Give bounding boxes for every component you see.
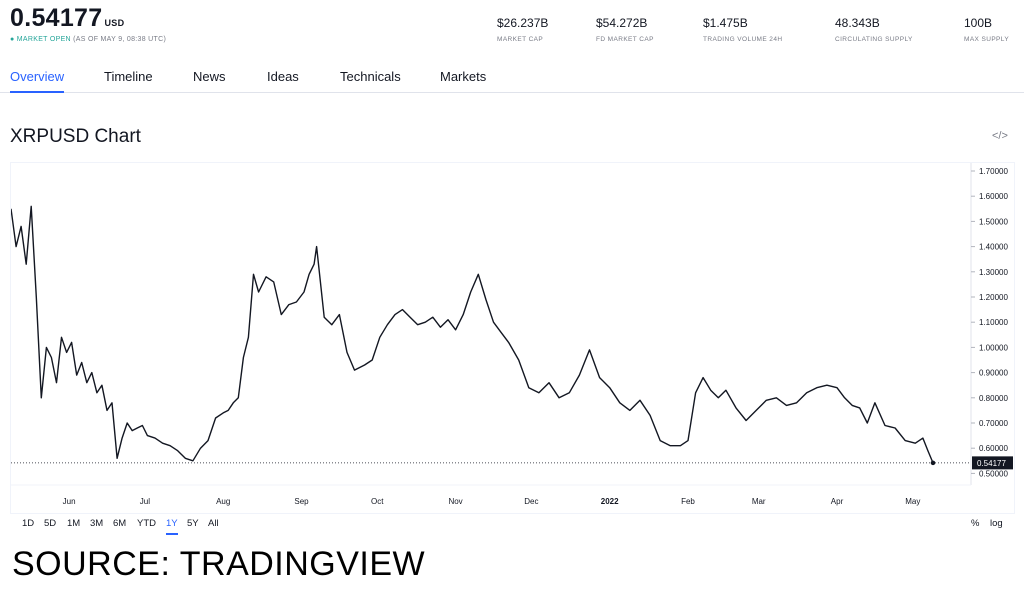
range-5y[interactable]: 5Y — [187, 518, 199, 529]
symbol-header: 0.54177 USD ● MARKET OPEN (AS OF MAY 9, 0… — [0, 0, 1024, 60]
stat-label: CIRCULATING SUPPLY — [835, 36, 913, 43]
market-status-label: MARKET OPEN — [16, 36, 71, 43]
stat-value: $54.272B — [596, 16, 648, 30]
stat-label: MARKET CAP — [497, 36, 544, 43]
x-tick-label: 2022 — [601, 497, 619, 506]
x-tick-label: Apr — [831, 497, 844, 506]
stat-value: $1.475B — [703, 16, 748, 30]
price-chart[interactable]: 1.70000 1.60000 1.50000 1.40000 1.30000 1.200… — [10, 162, 1015, 514]
price-line — [11, 205, 934, 464]
stat-value: 100B — [964, 16, 993, 30]
range-6m[interactable]: 6M — [113, 518, 127, 529]
range-1y[interactable]: 1Y — [166, 518, 178, 535]
tab-technicals[interactable]: Technicals — [340, 69, 401, 84]
x-tick-label: Jun — [63, 497, 76, 506]
tab-ideas[interactable]: Ideas — [267, 69, 299, 84]
y-tick-label: 1.50000 — [979, 217, 1008, 226]
current-price: 0.54177 USD — [10, 4, 125, 32]
last-price-marker — [930, 460, 936, 466]
stat-value: $26.237B — [497, 16, 549, 30]
x-tick-label: Oct — [371, 497, 384, 506]
range-selector: 1D 5D 1M 3M 6M YTD 1Y 5Y All % log — [10, 514, 1013, 536]
tab-overview[interactable]: Overview — [10, 69, 65, 93]
market-open-dot: ● — [10, 36, 15, 43]
as-of-timestamp: (AS OF MAY 9, 08:38 UTC) — [73, 36, 167, 43]
y-tick-label: 0.70000 — [979, 419, 1008, 428]
last-price-label: 0.54177 — [977, 459, 1006, 468]
y-tick-label: 1.00000 — [979, 343, 1008, 352]
y-tick-label: 1.30000 — [979, 268, 1008, 277]
tab-news[interactable]: News — [193, 69, 226, 84]
embed-code-icon[interactable]: </> — [992, 130, 1008, 142]
y-tick-label: 1.20000 — [979, 293, 1008, 302]
y-tick-label: 0.80000 — [979, 394, 1008, 403]
y-tick-label: 0.50000 — [979, 469, 1008, 478]
stat-circulating-supply: 48.343B CIRCULATING SUPPLY — [835, 16, 913, 43]
range-5d[interactable]: 5D — [44, 518, 57, 529]
stat-label: MAX SUPPLY — [964, 36, 1010, 43]
symbol-tabs: Overview Timeline News Ideas Technicals … — [0, 62, 1024, 93]
stat-max-supply: 100B MAX SUPPLY — [964, 16, 1009, 43]
tab-timeline[interactable]: Timeline — [104, 69, 153, 84]
y-tick-label: 1.70000 — [979, 167, 1008, 176]
stat-trading-volume: $1.475B TRADING VOLUME 24H — [703, 16, 782, 43]
tab-markets[interactable]: Markets — [440, 69, 487, 84]
market-status: ● MARKET OPEN (AS OF MAY 9, 08:38 UTC) — [10, 36, 166, 43]
x-tick-label: Jul — [140, 497, 150, 506]
range-3m[interactable]: 3M — [90, 518, 104, 529]
last-price-tag — [972, 456, 1013, 470]
chart-title: XRPUSD Chart — [10, 126, 141, 147]
stat-label: FD MARKET CAP — [596, 36, 654, 43]
x-tick-label: Nov — [448, 497, 462, 506]
x-tick-label: Feb — [681, 497, 695, 506]
source-caption: SOURCE: TRADINGVIEW — [12, 545, 426, 583]
range-ytd[interactable]: YTD — [137, 518, 156, 529]
y-tick-label: 1.60000 — [979, 192, 1008, 201]
x-tick-label: Mar — [752, 497, 766, 506]
range-all[interactable]: All — [208, 518, 219, 529]
x-tick-label: Sep — [294, 497, 309, 506]
range-1m[interactable]: 1M — [67, 518, 81, 529]
chart-svg[interactable]: 1.70000 1.60000 1.50000 1.40000 1.30000 1.200… — [11, 163, 1014, 513]
y-tick-label: 1.10000 — [979, 318, 1008, 327]
range-1d[interactable]: 1D — [22, 518, 35, 529]
stat-value: 48.343B — [835, 16, 880, 30]
stat-label: TRADING VOLUME 24H — [703, 36, 783, 43]
x-tick-label: May — [905, 497, 920, 506]
x-tick-label: Dec — [524, 497, 538, 506]
stat-fd-market-cap: $54.272B FD MARKET CAP — [596, 16, 654, 43]
stat-market-cap: $26.237B MARKET CAP — [497, 16, 548, 43]
y-tick-label: 0.90000 — [979, 369, 1008, 378]
log-scale-toggle[interactable]: log — [990, 518, 1003, 529]
y-tick-label: 1.40000 — [979, 243, 1008, 252]
y-tick-label: 0.60000 — [979, 444, 1008, 453]
x-tick-label: Aug — [216, 497, 230, 506]
price-currency: USD — [104, 18, 125, 28]
percent-scale-toggle[interactable]: % — [971, 518, 980, 529]
